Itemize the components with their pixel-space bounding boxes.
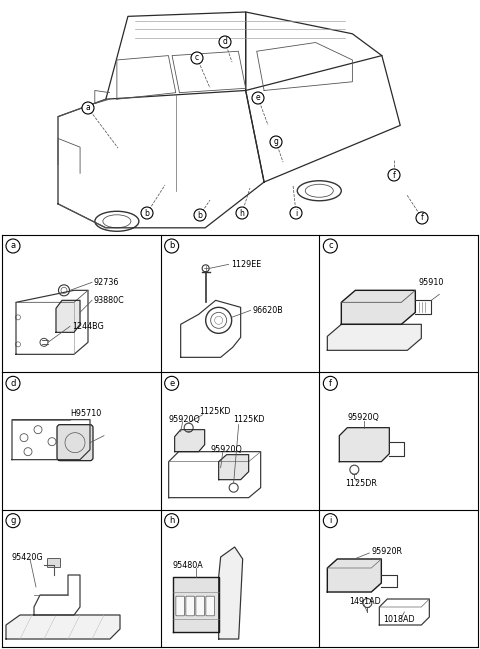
Circle shape bbox=[324, 239, 337, 253]
Text: a: a bbox=[11, 241, 15, 251]
Polygon shape bbox=[173, 577, 219, 632]
Circle shape bbox=[194, 209, 206, 221]
Circle shape bbox=[324, 376, 337, 390]
Circle shape bbox=[6, 376, 20, 390]
Text: a: a bbox=[85, 103, 90, 112]
Circle shape bbox=[236, 207, 248, 219]
Circle shape bbox=[324, 513, 337, 528]
Text: f: f bbox=[329, 379, 332, 388]
Text: 1018AD: 1018AD bbox=[384, 615, 415, 624]
Text: 1244BG: 1244BG bbox=[72, 322, 104, 331]
Text: b: b bbox=[144, 208, 149, 217]
Polygon shape bbox=[56, 300, 80, 332]
Circle shape bbox=[82, 102, 94, 114]
Text: 95920Q: 95920Q bbox=[211, 445, 242, 454]
Text: e: e bbox=[169, 379, 174, 388]
Text: 1125KD: 1125KD bbox=[199, 407, 230, 416]
Text: H95710: H95710 bbox=[70, 409, 101, 418]
FancyBboxPatch shape bbox=[186, 596, 194, 616]
Polygon shape bbox=[219, 455, 249, 480]
Text: 93880C: 93880C bbox=[94, 296, 125, 305]
Text: c: c bbox=[195, 53, 199, 62]
Text: e: e bbox=[256, 93, 260, 103]
Text: 1491AD: 1491AD bbox=[349, 596, 381, 606]
Text: i: i bbox=[329, 516, 332, 525]
Text: c: c bbox=[328, 241, 333, 251]
Circle shape bbox=[219, 36, 231, 48]
FancyBboxPatch shape bbox=[48, 559, 60, 567]
Circle shape bbox=[388, 169, 400, 181]
Text: 1129EE: 1129EE bbox=[231, 260, 261, 269]
Text: h: h bbox=[169, 516, 174, 525]
Polygon shape bbox=[327, 559, 381, 592]
Circle shape bbox=[191, 52, 203, 64]
Text: 95920Q: 95920Q bbox=[348, 413, 379, 422]
Circle shape bbox=[252, 92, 264, 104]
Text: 95920Q: 95920Q bbox=[168, 415, 201, 424]
Text: 92736: 92736 bbox=[94, 278, 120, 287]
Circle shape bbox=[6, 513, 20, 528]
Circle shape bbox=[141, 207, 153, 219]
Text: 1125KD: 1125KD bbox=[233, 415, 264, 424]
FancyBboxPatch shape bbox=[176, 596, 184, 616]
Text: 95910: 95910 bbox=[419, 278, 444, 287]
Circle shape bbox=[270, 136, 282, 148]
Text: 1125DR: 1125DR bbox=[345, 479, 377, 488]
Polygon shape bbox=[6, 615, 120, 639]
Polygon shape bbox=[175, 430, 204, 452]
Text: d: d bbox=[10, 379, 16, 388]
Circle shape bbox=[165, 376, 179, 390]
Polygon shape bbox=[327, 324, 421, 350]
Text: 95480A: 95480A bbox=[173, 561, 204, 570]
FancyBboxPatch shape bbox=[57, 424, 93, 461]
Circle shape bbox=[290, 207, 302, 219]
Text: f: f bbox=[393, 171, 396, 180]
FancyBboxPatch shape bbox=[206, 596, 215, 616]
Text: h: h bbox=[240, 208, 244, 217]
Polygon shape bbox=[219, 547, 243, 639]
Circle shape bbox=[165, 513, 179, 528]
Text: g: g bbox=[10, 516, 16, 525]
Text: 95920R: 95920R bbox=[372, 546, 402, 556]
Circle shape bbox=[165, 239, 179, 253]
FancyBboxPatch shape bbox=[196, 596, 204, 616]
Text: d: d bbox=[223, 38, 228, 47]
Polygon shape bbox=[341, 290, 415, 324]
Circle shape bbox=[416, 212, 428, 224]
Polygon shape bbox=[339, 428, 389, 461]
Text: g: g bbox=[274, 138, 278, 147]
Circle shape bbox=[6, 239, 20, 253]
Text: b: b bbox=[169, 241, 174, 251]
Text: i: i bbox=[295, 208, 297, 217]
Text: f: f bbox=[420, 214, 423, 223]
Text: 95420G: 95420G bbox=[12, 552, 44, 561]
Text: 96620B: 96620B bbox=[252, 306, 283, 315]
Text: b: b bbox=[198, 210, 203, 219]
